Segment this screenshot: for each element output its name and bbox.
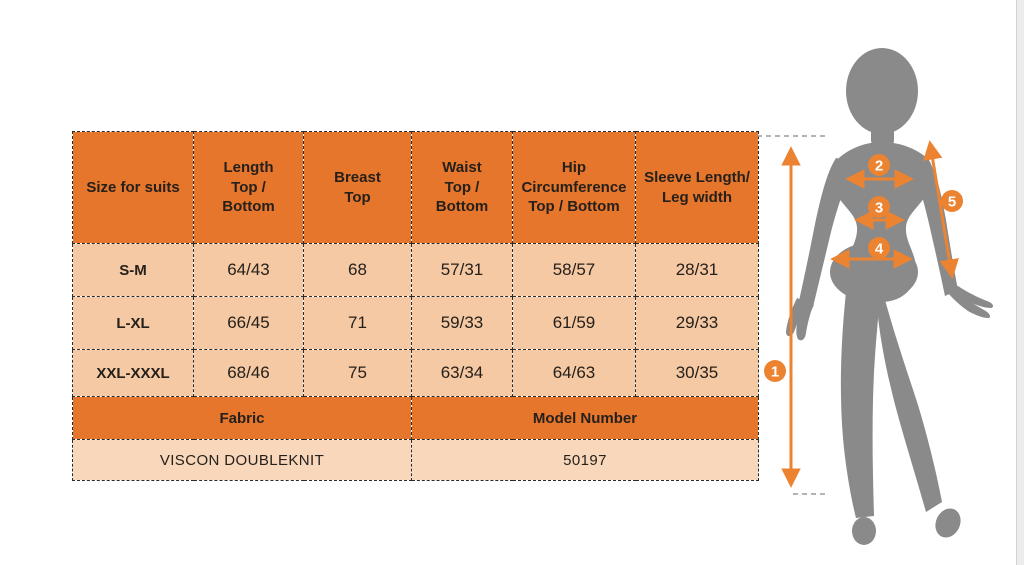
measurement-value: 63/34 — [411, 349, 513, 397]
body-silhouette — [786, 48, 994, 545]
marker-4: 4 — [868, 237, 890, 259]
measurement-value: 29/33 — [635, 296, 759, 350]
size-chart-table: Size for suits Length Top / Bottom Breas… — [72, 131, 759, 481]
size-label: S-M — [72, 243, 194, 297]
guide-lines — [757, 135, 827, 495]
marker-badges: 1 2 3 4 5 — [764, 154, 963, 382]
svg-text:4: 4 — [875, 241, 884, 258]
measurement-value: 59/33 — [411, 296, 513, 350]
marker-5: 5 — [941, 190, 963, 212]
measurement-value: 68/46 — [193, 349, 304, 397]
measurement-value: 66/45 — [193, 296, 304, 350]
page-edge — [1016, 0, 1024, 565]
svg-text:3: 3 — [875, 200, 883, 217]
svg-text:1: 1 — [771, 364, 779, 381]
svg-text:5: 5 — [948, 194, 956, 211]
measurement-figure: 1 2 3 4 5 — [757, 48, 994, 545]
column-header-breast: Breast Top — [303, 131, 412, 244]
head-silhouette — [846, 48, 918, 134]
measurement-value: 61/59 — [512, 296, 636, 350]
sleeve-arrow — [923, 140, 959, 279]
column-header-waist: Waist Top / Bottom — [411, 131, 513, 244]
left-leg-silhouette — [840, 292, 880, 518]
svg-text:2: 2 — [875, 158, 883, 175]
column-header-size-for-suits: Size for suits — [72, 131, 194, 244]
measurement-value: 30/35 — [635, 349, 759, 397]
table-row: L-XL 66/45 71 59/33 61/59 29/33 — [72, 296, 759, 350]
marker-1: 1 — [764, 360, 786, 382]
size-label: XXL-XXXL — [72, 349, 194, 397]
left-arm-silhouette — [799, 158, 853, 307]
table-row: XXL-XXXL 68/46 75 63/34 64/63 30/35 — [72, 349, 759, 397]
right-hand-silhouette — [944, 286, 994, 318]
marker-3: 3 — [868, 196, 890, 218]
measurement-value: 58/57 — [512, 243, 636, 297]
marker-2: 2 — [868, 154, 890, 176]
measurement-value: 28/31 — [635, 243, 759, 297]
size-label: L-XL — [72, 296, 194, 350]
measurement-value: 75 — [303, 349, 412, 397]
model-number-value-cell: 50197 — [411, 439, 759, 481]
measurement-value: 57/31 — [411, 243, 513, 297]
fabric-value-cell: VISCON DOUBLEKNIT — [72, 439, 412, 481]
measurement-value: 68 — [303, 243, 412, 297]
model-number-label-cell: Model Number — [411, 396, 759, 440]
measurement-value: 64/43 — [193, 243, 304, 297]
measurement-arrows — [781, 140, 959, 488]
table-row: S-M 64/43 68 57/31 58/57 28/31 — [72, 243, 759, 297]
fabric-value-row: VISCON DOUBLEKNIT 50197 — [72, 439, 759, 481]
column-header-length: Length Top / Bottom — [193, 131, 304, 244]
left-foot-silhouette — [852, 517, 876, 545]
measurement-value: 64/63 — [512, 349, 636, 397]
fabric-header-row: Fabric Model Number — [72, 396, 759, 440]
column-header-hip: Hip Circumference Top / Bottom — [512, 131, 636, 244]
measurement-value: 71 — [303, 296, 412, 350]
fabric-label-cell: Fabric — [72, 396, 412, 440]
right-leg-silhouette — [877, 296, 942, 512]
column-header-sleeve: Sleeve Length/ Leg width — [635, 131, 759, 244]
table-header-row: Size for suits Length Top / Bottom Breas… — [72, 131, 759, 244]
neck-silhouette — [871, 106, 894, 148]
right-foot-silhouette — [935, 508, 961, 538]
